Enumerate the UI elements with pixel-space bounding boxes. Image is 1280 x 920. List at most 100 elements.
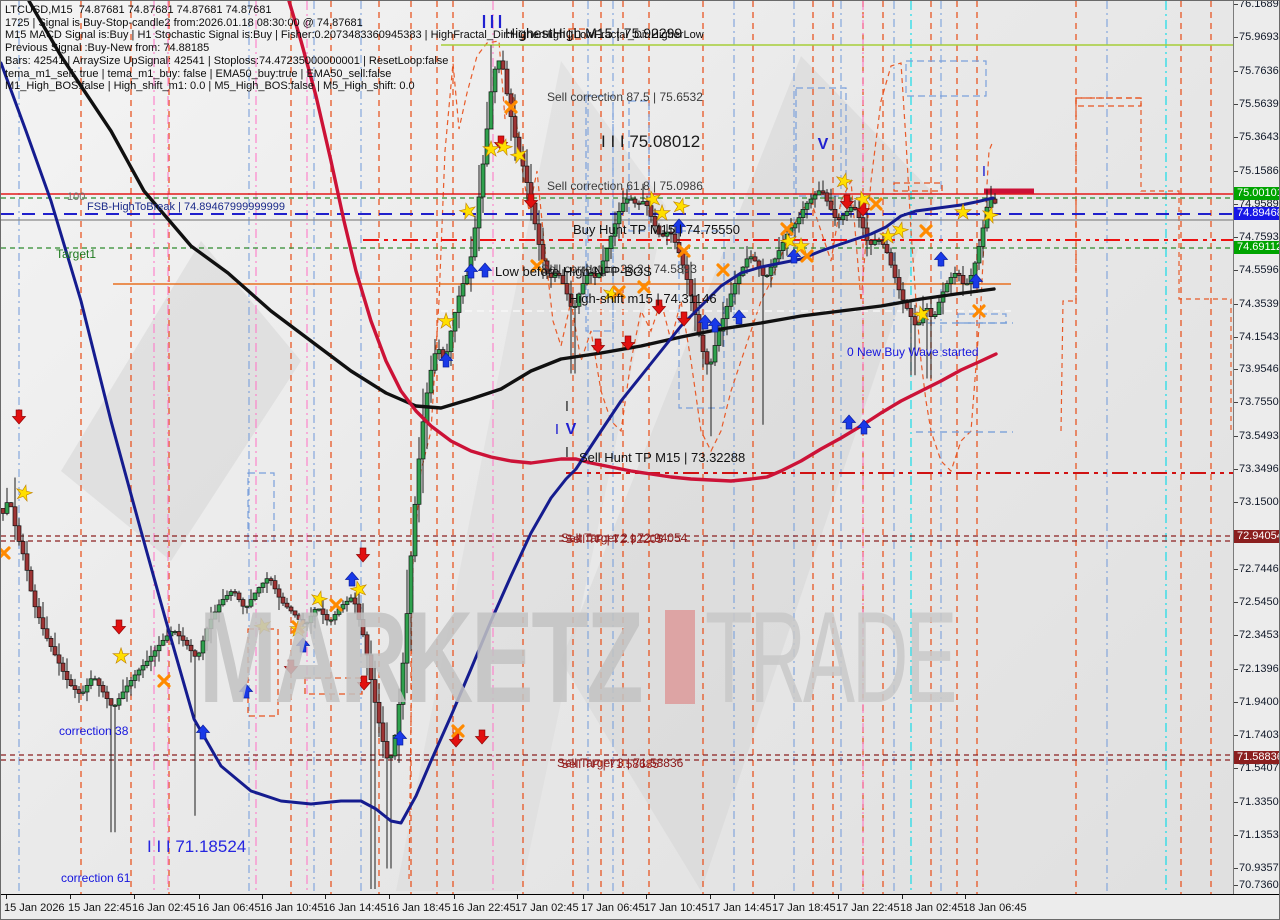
time-label: 16 Jan 10:45 — [260, 902, 324, 914]
sell-arrow-icon — [474, 729, 490, 745]
time-tick — [70, 895, 71, 899]
time-label: 17 Jan 18:45 — [772, 902, 836, 914]
price-tick — [1234, 402, 1238, 404]
price-tick — [1234, 236, 1238, 238]
time-label: 18 Jan 02:45 — [900, 902, 964, 914]
price-label: 74.75930 — [1239, 230, 1279, 243]
time-label: 16 Jan 18:45 — [387, 902, 451, 914]
sell-arrow-icon — [355, 547, 371, 563]
time-label: 17 Jan 10:45 — [644, 902, 708, 914]
price-label: 71.94000 — [1239, 695, 1279, 708]
time-label: 16 Jan 06:45 — [197, 902, 261, 914]
star-icon: ★ — [879, 225, 898, 248]
chart-annotation: I I I 71.18524 — [147, 837, 247, 856]
chart-annotation: Sell correction 38.2 | 74.5893 — [541, 262, 697, 276]
time-label: 17 Jan 14:45 — [708, 902, 772, 914]
star-icon: ★ — [669, 193, 693, 220]
price-tick — [1234, 37, 1238, 39]
price-label: 72.34535 — [1239, 629, 1279, 642]
x-cross-icon — [780, 222, 794, 236]
price-tick — [1234, 436, 1238, 438]
buy-arrow-icon — [238, 683, 254, 699]
buy-arrow-icon — [295, 637, 311, 653]
x-cross-icon — [800, 249, 814, 263]
star-icon: ★ — [910, 301, 934, 328]
star-icon: ★ — [978, 202, 1002, 229]
price-label: 75.76360 — [1239, 65, 1279, 77]
comment-line: M1_High_BOS:false | High_shift_m1: 0.0 |… — [5, 80, 415, 93]
price-label: 75.36430 — [1239, 130, 1279, 143]
ema-navy — [1, 61, 995, 825]
x-cross-icon — [291, 620, 305, 634]
star-icon: ★ — [653, 202, 672, 225]
comment-line: LTCUSD,M15 74.87681 74.87681 74.87681 74… — [5, 4, 272, 16]
buy-arrow-icon — [392, 730, 408, 746]
chart-annotation: HighestHigh M15 | 75.92299 — [505, 25, 683, 41]
sell-arrow-icon — [11, 409, 27, 425]
chart-annotation: FSB-HighToBreak | 74.89467999999999 — [87, 201, 285, 213]
sell-arrow-icon — [855, 201, 871, 217]
star-icon: ★ — [456, 198, 480, 225]
chart-annotation: Low before High-NFP-BOS — [495, 264, 652, 279]
sell-arrow-icon — [651, 299, 667, 315]
price-tick — [1234, 701, 1238, 703]
buy-arrow-icon — [477, 262, 493, 278]
price-tick — [1234, 469, 1238, 471]
time-tick — [965, 895, 966, 899]
price-badge: 74.89468 — [1234, 207, 1279, 220]
buy-arrow-icon — [438, 352, 454, 368]
comment-line: tema_m1_sell: true | tema_m1_buy: false … — [5, 67, 392, 80]
buy-arrow-icon — [707, 317, 723, 333]
price-tick — [1234, 71, 1238, 72]
sell-arrow-icon — [839, 194, 855, 210]
v-mark: V — [818, 136, 829, 153]
price-label: 70.73605 — [1239, 879, 1279, 891]
star-icon: ★ — [12, 480, 36, 507]
watermark-red-block — [665, 610, 696, 704]
price-tick — [1234, 767, 1238, 769]
price-badge: 71.58836 — [1234, 751, 1279, 764]
price-label: 72.54500 — [1239, 596, 1279, 609]
chart-annotation: 0 New Buy Wave started — [847, 345, 979, 359]
candlesticks — [1, 45, 998, 889]
chart-annotation: Sell TP | 71.58685 — [561, 757, 660, 771]
time-tick — [838, 895, 839, 899]
price-tick — [1234, 103, 1238, 105]
star-icon: ★ — [792, 235, 811, 258]
price-label: 73.75500 — [1239, 396, 1279, 409]
price-tick — [1234, 635, 1238, 637]
price-scale[interactable]: 76.16895 75.96930 75.76360 75.56395 75.36430… — [1233, 1, 1279, 894]
chart-annotation: Sell Target 2 | 72.94054 — [561, 531, 688, 545]
time-tick — [199, 895, 200, 899]
chart-annotation: Sell correction 61.8 | 75.0986 — [547, 179, 703, 193]
fractal-envelope-lines — [408, 40, 1232, 880]
time-scale[interactable]: 15 Jan 2026 15 Jan 22:45 16 Jan 02:45 16 Ja… — [1, 894, 1279, 919]
chart-annotation: Sell TP | 72.92205 — [565, 532, 664, 546]
x-cross-icon — [157, 674, 171, 688]
moving-average-lines — [1, 1, 998, 825]
watermark-left-text: MARKETZ — [199, 584, 644, 730]
price-label: 70.93570 — [1239, 861, 1279, 874]
price-tick — [1234, 885, 1238, 886]
time-tick — [710, 895, 711, 899]
price-tick — [1234, 269, 1238, 271]
price-label: 71.74035 — [1239, 728, 1279, 741]
price-label: 73.34965 — [1239, 463, 1279, 476]
x-cross-icon — [530, 259, 544, 273]
chart-annotation: 100 — [67, 191, 86, 203]
x-cross-icon — [329, 598, 343, 612]
sell-arrow-icon — [590, 338, 606, 354]
chart-annotation: Target1 — [56, 247, 97, 261]
chart-plot-area[interactable]: ★ ★ ★ ★ ★ ★ ★ ★ ★ ★ ★ ★ ★ ★ ★ ★ ★ ★ ★ ★ ★ ★ ★ ★ V V I I I I MARKETZ T… — [1, 1, 1233, 894]
i-mark: I — [555, 421, 559, 438]
chart-annotation: Sell Target 3 | 71.58836 — [557, 756, 684, 770]
star-icon: ★ — [507, 142, 531, 169]
time-tick — [6, 895, 7, 899]
price-label: 72.13965 — [1239, 662, 1279, 675]
time-label: 17 Jan 02:45 — [515, 902, 579, 914]
time-tick — [774, 895, 775, 899]
time-label: 17 Jan 22:45 — [836, 902, 900, 914]
x-cross-icon — [919, 224, 933, 238]
price-label: 72.74465 — [1239, 563, 1279, 576]
